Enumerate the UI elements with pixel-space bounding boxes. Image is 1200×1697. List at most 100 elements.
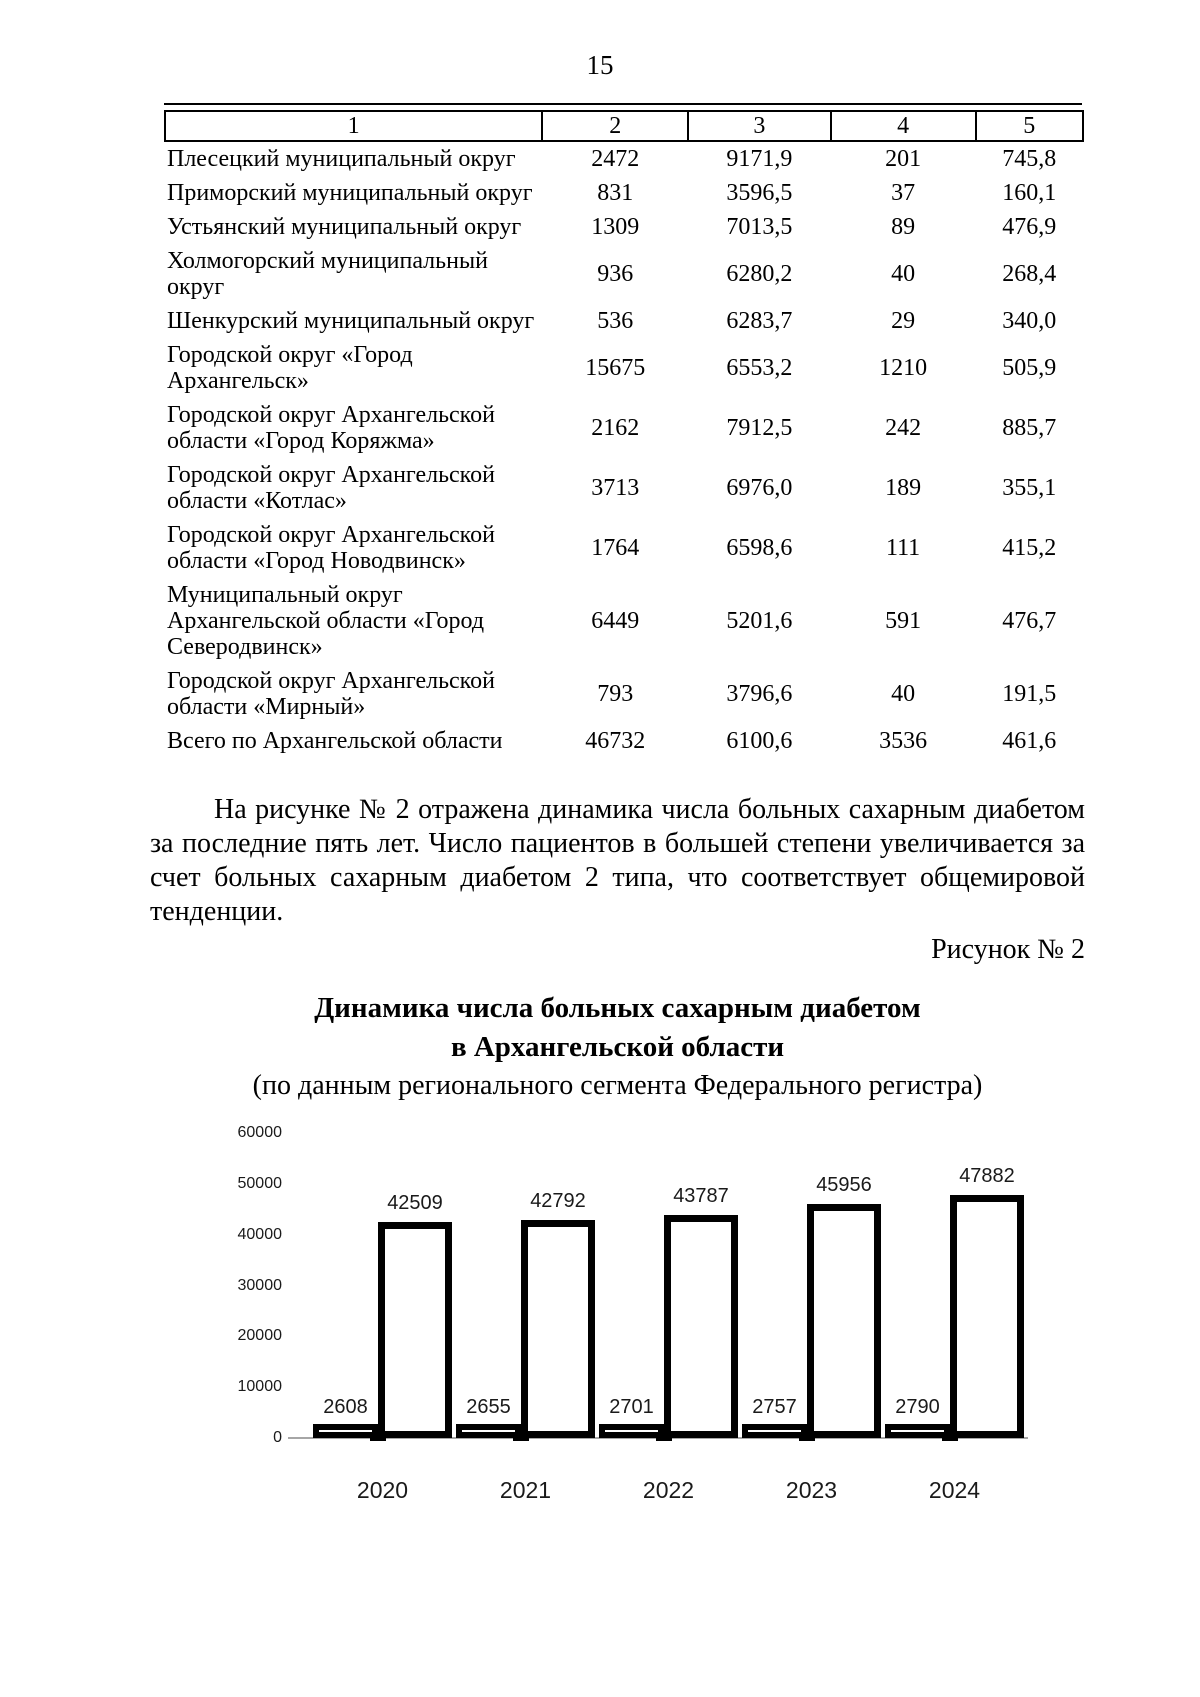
y-axis-tick-label: 40000	[237, 1225, 283, 1243]
value-cell: 885,7	[1002, 415, 1057, 441]
value-cell: 191,5	[1002, 681, 1057, 707]
table-row: Городской округ Архангельской области «К…	[165, 458, 1083, 518]
bar-series1	[456, 1424, 521, 1438]
bar-label-series2: 42509	[387, 1191, 443, 1214]
value-cell: 201	[885, 146, 922, 172]
table-row: Городской округ Архангельской области «М…	[165, 664, 1083, 724]
value-cell: 461,6	[1002, 728, 1057, 754]
y-axis-tick-label: 30000	[237, 1276, 283, 1294]
data-table: 1 2 3 4 5 Плесецкий муниципальный округ 2…	[163, 110, 1085, 758]
bar-label-series1: 2608	[323, 1396, 368, 1418]
value-cell: 3796,6	[726, 681, 793, 707]
table-row: Приморский муниципальный округ 831 3596,5 3…	[165, 176, 1083, 210]
bar-chart: 0 10000 20000 30000 40000 50000 60000 2608 42509…	[230, 1115, 1060, 1545]
value-cell: 9171,9	[726, 146, 793, 172]
chart-subtitle: (по данным регионального сегмента Федера…	[252, 1070, 983, 1101]
baseline-dash	[942, 1436, 958, 1441]
value-cell: 536	[597, 308, 634, 334]
baseline-dash	[799, 1436, 815, 1441]
y-axis-tick-label: 20000	[237, 1327, 283, 1345]
value-cell: 476,9	[1002, 214, 1057, 240]
x-axis-year-label: 2024	[928, 1477, 981, 1503]
value-cell: 1764	[591, 535, 640, 561]
table-row: Всего по Архангельской области 46732 6100,…	[165, 724, 1083, 758]
table-row: Плесецкий муниципальный округ 2472 9171,9 2…	[165, 141, 1083, 176]
value-cell: 2472	[591, 146, 640, 172]
x-axis-year-label: 2021	[499, 1477, 552, 1503]
table-row: Муниципальный округ Архангельской област…	[165, 578, 1083, 664]
table-row: Городской округ Архангельской области «Г…	[165, 518, 1083, 578]
baseline-dash	[513, 1436, 529, 1441]
value-cell: 242	[885, 415, 922, 441]
value-cell: 355,1	[1002, 475, 1057, 501]
value-cell: 793	[597, 681, 634, 707]
value-cell: 1309	[591, 214, 640, 240]
region-name-cell: Устьянский муниципальный округ	[167, 214, 522, 240]
value-cell: 1210	[879, 355, 928, 381]
bar-series1	[742, 1423, 807, 1438]
x-axis-year-label: 2022	[642, 1477, 695, 1503]
value-cell: 415,2	[1002, 535, 1057, 561]
bar-series2	[521, 1220, 595, 1438]
y-axis-tick-label: 0	[273, 1429, 282, 1446]
value-cell: 37	[891, 180, 916, 206]
value-cell: 591	[885, 608, 922, 634]
header-cell-3: 3	[687, 110, 832, 142]
region-name-cell: Муниципальный округ Архангельской област…	[167, 582, 485, 660]
value-cell: 29	[891, 308, 916, 334]
value-cell: 3596,5	[726, 180, 793, 206]
bar-series2	[664, 1215, 738, 1438]
value-cell: 6449	[591, 608, 640, 634]
value-cell: 160,1	[1002, 180, 1057, 206]
value-cell: 6976,0	[726, 475, 793, 501]
region-name-cell: Городской округ Архангельской области «Г…	[167, 522, 495, 574]
table-body: Плесецкий муниципальный округ 2472 9171,9 2…	[165, 141, 1083, 758]
value-cell: 3713	[591, 475, 640, 501]
table-row: Устьянский муниципальный округ 1309 7013,5…	[165, 210, 1083, 244]
value-cell: 40	[891, 261, 916, 287]
value-cell: 6283,7	[726, 308, 793, 334]
value-cell: 89	[891, 214, 916, 240]
region-name-cell: Городской округ «Город Архангельск»	[167, 342, 413, 394]
value-cell: 2162	[591, 415, 640, 441]
header-cell-1: 1	[163, 110, 544, 142]
region-name-cell: Шенкурский муниципальный округ	[167, 308, 535, 334]
bar-series2	[950, 1194, 1024, 1438]
bar-label-series1: 2701	[609, 1396, 654, 1418]
bar-series2	[807, 1204, 881, 1438]
value-cell: 340,0	[1002, 308, 1057, 334]
value-cell: 476,7	[1002, 608, 1057, 634]
page-number: 15	[586, 50, 614, 80]
value-cell: 15675	[585, 355, 646, 381]
bar-label-series1: 2655	[466, 1396, 511, 1418]
chart-title-block: Динамика числа больных сахарным диабетом…	[150, 988, 1085, 1106]
table-row: Шенкурский муниципальный округ 536 6283,7 2…	[165, 304, 1083, 338]
value-cell: 6598,6	[726, 535, 793, 561]
bar-label-series2: 47882	[959, 1164, 1015, 1187]
value-cell: 7912,5	[726, 415, 793, 441]
baseline-dash	[656, 1436, 672, 1441]
x-axis-year-label: 2020	[356, 1477, 409, 1503]
baseline-dash	[370, 1436, 386, 1441]
value-cell: 7013,5	[726, 214, 793, 240]
value-cell: 189	[885, 475, 922, 501]
figure-label: Рисунок № 2	[931, 934, 1085, 965]
value-cell: 745,8	[1002, 146, 1057, 172]
table-row: Городской округ «Город Архангельск» 15675…	[165, 338, 1083, 398]
value-cell: 6280,2	[726, 261, 793, 287]
header-cell-4: 4	[829, 110, 977, 142]
bar-label-series2: 45956	[816, 1174, 872, 1197]
y-axis-tick-label: 50000	[237, 1174, 283, 1192]
bar-label-series1: 2790	[895, 1395, 940, 1418]
chart-title-line2: в Архангельской области	[450, 1031, 785, 1063]
region-name-cell: Городской округ Архангельской области «Г…	[167, 402, 495, 454]
value-cell: 40	[891, 681, 916, 707]
region-name-cell: Городской округ Архангельской области «К…	[167, 462, 495, 514]
bar-label-series1: 2757	[752, 1395, 797, 1418]
value-cell: 505,9	[1002, 355, 1057, 381]
table-top-rule	[164, 103, 1082, 105]
paragraph: На рисунке № 2 отражена динамика числа б…	[150, 794, 1085, 927]
header-cell-5: 5	[974, 110, 1085, 142]
bar-label-series2: 42792	[530, 1190, 586, 1213]
